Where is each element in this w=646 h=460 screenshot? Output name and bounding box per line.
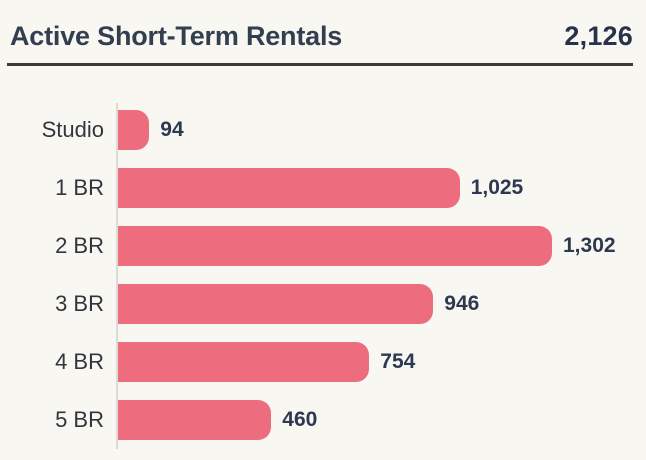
card-header: Active Short-Term Rentals 2,126 bbox=[0, 0, 646, 52]
bar-value-label: 94 bbox=[160, 118, 184, 141]
bar bbox=[118, 110, 150, 150]
bar-category-label: 5 BR bbox=[55, 407, 104, 432]
bar bbox=[118, 168, 460, 208]
bar-track: 460 bbox=[118, 400, 646, 440]
bar-value-label: 946 bbox=[444, 292, 480, 315]
y-axis-line bbox=[116, 103, 118, 449]
bar-row: 3 BR 946 bbox=[0, 284, 646, 324]
chart-title: Active Short-Term Rentals bbox=[10, 21, 343, 51]
bar-category-label: 3 BR bbox=[55, 291, 104, 316]
bar-row: 1 BR 1,025 bbox=[0, 168, 646, 208]
bar-row: 2 BR 1,302 bbox=[0, 226, 646, 266]
bar-value-label: 1,302 bbox=[563, 234, 616, 257]
bar bbox=[118, 342, 370, 382]
bar-row: 4 BR 754 bbox=[0, 342, 646, 382]
chart-rows: Studio 94 1 BR 1,025 2 BR 1,302 3 BR 946… bbox=[0, 103, 646, 449]
bar-track: 754 bbox=[118, 342, 646, 382]
bar-value-label: 1,025 bbox=[470, 176, 524, 199]
bar-track: 1,302 bbox=[118, 226, 646, 266]
bar-chart: Studio 94 1 BR 1,025 2 BR 1,302 3 BR 946… bbox=[0, 103, 646, 449]
header-divider bbox=[7, 63, 633, 66]
bar-track: 94 bbox=[118, 110, 646, 150]
bar-category-label: 4 BR bbox=[55, 349, 104, 374]
bar bbox=[118, 400, 272, 440]
bar bbox=[118, 284, 434, 324]
bar bbox=[118, 226, 552, 266]
bar-track: 1,025 bbox=[118, 168, 646, 208]
bar-category-label: 1 BR bbox=[55, 175, 104, 200]
bar-track: 946 bbox=[118, 284, 646, 324]
bar-value-label: 754 bbox=[380, 350, 416, 373]
bar-value-label: 460 bbox=[282, 408, 318, 431]
total-count: 2,126 bbox=[564, 21, 633, 51]
bar-category-label: 2 BR bbox=[55, 233, 104, 258]
bar-row: 5 BR 460 bbox=[0, 400, 646, 440]
bar-category-label: Studio bbox=[41, 117, 104, 142]
bar-row: Studio 94 bbox=[0, 110, 646, 150]
